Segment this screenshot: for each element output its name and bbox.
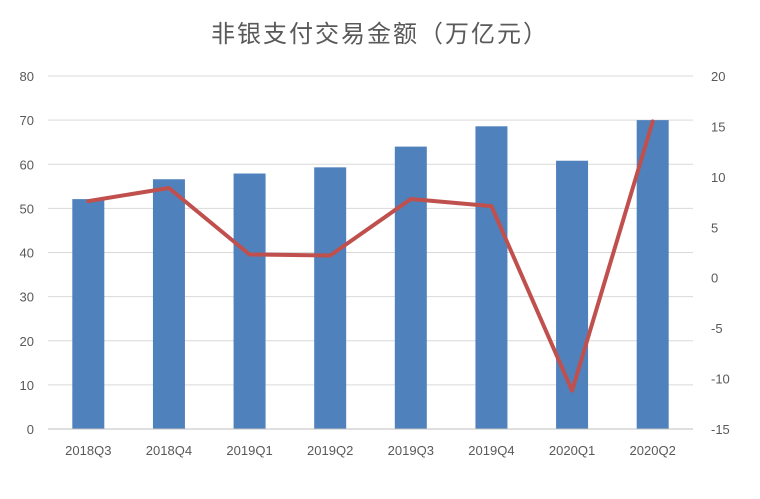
x-axis-tick-label: 2019Q1 (226, 443, 272, 458)
bar (636, 120, 669, 429)
line-point (329, 255, 331, 257)
bar-series (72, 120, 669, 430)
right-axis-tick-label: 20 (711, 69, 725, 84)
left-axis-tick-label: 30 (20, 290, 34, 305)
bar (314, 167, 347, 429)
line-point (249, 254, 251, 256)
x-axis: 2018Q3 2018Q4 2019Q1 2019Q2 2019Q3 2019Q4 2020… (48, 428, 693, 458)
right-axis-tick-label: -10 (711, 372, 730, 387)
left-axis-tick-label: 40 (20, 246, 34, 261)
x-axis-tick-label: 2020Q1 (549, 443, 595, 458)
line-point (652, 120, 654, 122)
right-axis-tick-label: 10 (711, 170, 725, 185)
right-axis-tick-label: 5 (711, 220, 718, 235)
bar (233, 173, 266, 429)
x-axis-tick-label: 2019Q4 (468, 443, 514, 458)
bar (394, 146, 427, 429)
line-series (86, 119, 655, 393)
x-axis-tick-label: 2018Q3 (65, 443, 111, 458)
chart-title: 非银支付交易金额（万亿元） (211, 20, 549, 48)
right-axis-tick-label: -15 (711, 422, 730, 437)
left-axis: 0 10 20 30 40 50 60 70 80 (20, 69, 34, 437)
left-axis-tick-label: 80 (20, 69, 34, 84)
line-point (571, 390, 573, 392)
left-axis-tick-label: 70 (20, 113, 34, 128)
right-axis: -15 -10 -5 0 5 10 15 20 (711, 69, 730, 437)
bar (72, 199, 105, 429)
gridlines (48, 75, 693, 430)
x-axis-tick-label: 2019Q3 (388, 443, 434, 458)
x-axis-tick-label: 2018Q4 (146, 443, 192, 458)
line-point (168, 187, 170, 189)
line-point (87, 200, 89, 202)
left-axis-tick-label: 0 (27, 422, 34, 437)
x-axis-tick-label: 2020Q2 (630, 443, 676, 458)
right-axis-tick-label: 0 (711, 271, 718, 286)
left-axis-tick-label: 60 (20, 157, 34, 172)
left-axis-tick-label: 50 (20, 201, 34, 216)
growth-line (86, 119, 655, 393)
line-point (410, 198, 412, 200)
right-axis-tick-label: 15 (711, 119, 725, 134)
bar (152, 179, 185, 429)
left-axis-tick-label: 10 (20, 378, 34, 393)
line-point (490, 205, 492, 207)
right-axis-tick-label: -5 (711, 321, 723, 336)
left-axis-tick-label: 20 (20, 334, 34, 349)
bar (475, 126, 508, 430)
x-axis-tick-label: 2019Q2 (307, 443, 353, 458)
